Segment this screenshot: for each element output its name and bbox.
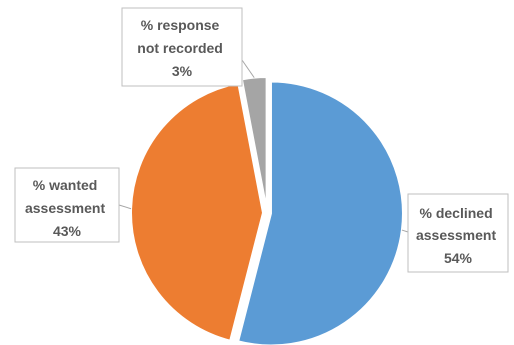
callout-not-recorded-box <box>121 7 243 87</box>
pie-slices <box>130 76 404 345</box>
callout-declined: % declined assessment 54% <box>407 193 509 273</box>
callout-wanted: % wanted assessment 43% <box>14 167 120 243</box>
leader-line-wanted <box>118 204 132 210</box>
callout-leaders <box>118 59 409 233</box>
callout-wanted-box <box>14 167 120 243</box>
callout-wanted-line2: assessment <box>25 200 106 216</box>
svg-text:% declined assessment: % declined assessment 54% <box>416 205 500 266</box>
callout-not-recorded-percent: 3% <box>172 63 193 79</box>
svg-text:% response not recorded: % response not recorded 3% <box>137 17 226 79</box>
pie-slice-declined <box>236 80 404 345</box>
svg-text:% wanted assessment: % wanted assessment 43% <box>25 177 109 239</box>
callout-declined-percent: 54% <box>444 250 473 266</box>
pie-slice-wanted <box>130 82 265 342</box>
callout-not-recorded: % response not recorded 3% <box>121 7 243 87</box>
callout-declined-box <box>407 193 509 273</box>
callout-declined-line2: assessment <box>416 227 497 243</box>
callout-wanted-line1: % wanted <box>33 177 98 193</box>
callout-not-recorded-line2: not recorded <box>137 40 223 56</box>
callout-wanted-percent: 43% <box>53 223 82 239</box>
callout-not-recorded-line1: % response <box>141 17 220 33</box>
callout-declined-line1: % declined <box>419 205 492 221</box>
leader-line-not-recorded <box>241 59 255 78</box>
leader-line-declined <box>401 229 409 233</box>
